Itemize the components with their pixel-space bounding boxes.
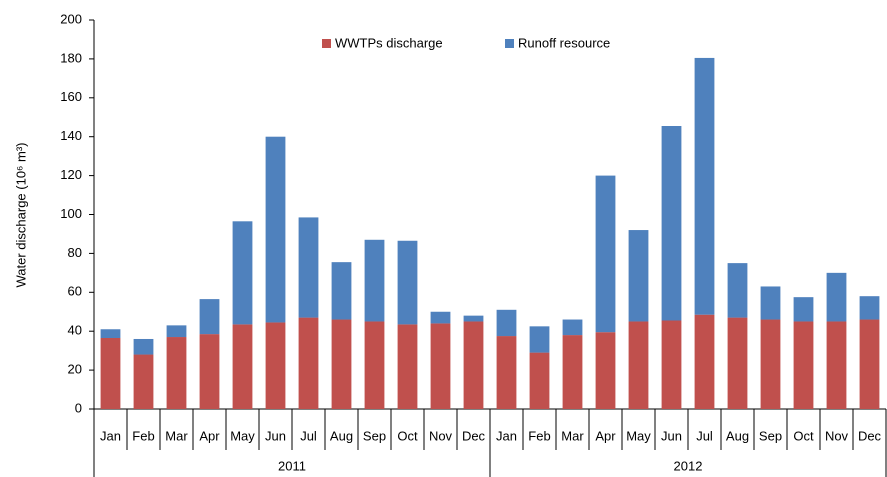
bar-segment [133, 354, 154, 409]
bar-segment [397, 324, 418, 409]
x-tick-label: May [230, 428, 255, 443]
bar-segment [331, 319, 352, 409]
x-tick-label: Aug [330, 428, 353, 443]
bar-segment [529, 326, 550, 353]
bar-segment [232, 324, 253, 409]
x-tick-label: Jan [100, 428, 121, 443]
y-tick-label: 200 [60, 11, 82, 26]
x-tick-label: Jun [661, 428, 682, 443]
x-tick-label: Apr [595, 428, 616, 443]
bar-segment [595, 175, 616, 333]
bar-segment [793, 297, 814, 322]
bar-segment [298, 217, 319, 318]
bar-segment [859, 296, 880, 320]
bar-segment [265, 136, 286, 323]
bar-segment [100, 338, 121, 409]
x-tick-label: Apr [199, 428, 220, 443]
bar-segment [628, 321, 649, 409]
bar-segment [595, 332, 616, 409]
bar-segment [661, 126, 682, 321]
x-tick-label: Jul [300, 428, 317, 443]
bar-segment [166, 325, 187, 338]
y-tick-label: 160 [60, 89, 82, 104]
x-tick-label: Sep [759, 428, 782, 443]
bar-segment [760, 319, 781, 409]
legend-label: WWTPs discharge [335, 35, 443, 50]
legend-swatch [505, 39, 514, 48]
x-tick-label: Jan [496, 428, 517, 443]
x-tick-label: Mar [561, 428, 584, 443]
x-tick-label: Feb [132, 428, 154, 443]
bar-segment [166, 337, 187, 409]
bar-segment [364, 321, 385, 409]
x-tick-label: Aug [726, 428, 749, 443]
bar-segment [826, 272, 847, 322]
legend-swatch [322, 39, 331, 48]
x-tick-label: Mar [165, 428, 188, 443]
y-tick-label: 80 [68, 245, 82, 260]
legend-label: Runoff resource [518, 35, 610, 50]
bar-segment [562, 319, 583, 336]
y-tick-label: 120 [60, 167, 82, 182]
bar-segment [496, 309, 517, 337]
x-tick-label: Nov [429, 428, 453, 443]
y-tick-label: 180 [60, 50, 82, 65]
bar-segment [859, 319, 880, 409]
y-tick-label: 140 [60, 128, 82, 143]
x-tick-label: Oct [793, 428, 814, 443]
bar-segment [133, 338, 154, 355]
bar-segment [727, 317, 748, 409]
y-tick-label: 60 [68, 284, 82, 299]
bar-segment [298, 317, 319, 409]
x-tick-label: Oct [397, 428, 418, 443]
bar-segment [430, 311, 451, 324]
y-tick-label: 0 [75, 400, 82, 415]
x-tick-label: May [626, 428, 651, 443]
bar-segment [496, 336, 517, 409]
bar-segment [628, 230, 649, 322]
bar-segment [760, 286, 781, 320]
group-label: 2012 [674, 458, 703, 473]
x-tick-label: Sep [363, 428, 386, 443]
bar-segment [727, 263, 748, 318]
y-tick-label: 40 [68, 323, 82, 338]
x-tick-label: Dec [462, 428, 486, 443]
bar-segment [364, 239, 385, 322]
bar-segment [199, 334, 220, 409]
bar-segment [430, 323, 451, 409]
bar-segment [232, 221, 253, 325]
bar-segment [694, 314, 715, 409]
x-tick-label: Feb [528, 428, 550, 443]
bar-segment [826, 321, 847, 409]
x-tick-label: Nov [825, 428, 849, 443]
bar-segment [199, 299, 220, 335]
y-axis-label: Water discharge (10⁶ m³) [13, 142, 28, 287]
bar-segment [529, 352, 550, 409]
bar-segment [661, 320, 682, 409]
bar-segment [562, 335, 583, 409]
y-tick-label: 20 [68, 362, 82, 377]
x-tick-label: Jul [696, 428, 713, 443]
bar-segment [331, 262, 352, 320]
y-tick-label: 100 [60, 206, 82, 221]
bar-segment [100, 329, 121, 339]
x-tick-label: Jun [265, 428, 286, 443]
x-tick-label: Dec [858, 428, 882, 443]
bar-segment [793, 321, 814, 409]
group-label: 2011 [278, 458, 306, 473]
bar-segment [694, 57, 715, 315]
bar-segment [397, 240, 418, 325]
bar-segment [463, 321, 484, 409]
bar-segment [265, 322, 286, 409]
bar-segment [463, 315, 484, 322]
